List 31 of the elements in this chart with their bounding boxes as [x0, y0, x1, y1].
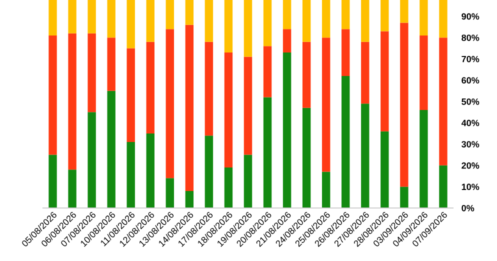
bar — [302, 108, 311, 208]
y-tick-label: 80% — [462, 34, 480, 41]
bar — [166, 178, 174, 208]
bar — [224, 168, 233, 208]
bar — [48, 154, 57, 208]
bar — [380, 131, 389, 208]
y-tick-label: 40% — [461, 120, 480, 126]
y-tick-label: 70% — [462, 56, 480, 62]
bar — [126, 142, 135, 208]
bar — [282, 52, 292, 208]
y-tick-label: 60% — [462, 77, 480, 84]
y-tick-label: 30% — [462, 141, 480, 148]
y-tick-label: 10% — [462, 184, 480, 190]
bar — [68, 170, 76, 208]
y-tick-label: 20% — [462, 162, 480, 169]
bar — [107, 90, 116, 208]
bar — [342, 76, 350, 208]
y-tick-label: 0% — [462, 204, 474, 212]
y-tick-label: 50% — [462, 98, 480, 105]
bar — [88, 112, 96, 208]
bar — [244, 154, 252, 208]
bar — [146, 133, 154, 208]
bar — [439, 165, 448, 208]
bar — [420, 110, 428, 208]
bar — [204, 136, 214, 208]
bar — [361, 104, 370, 208]
y-tick-label: 90% — [462, 13, 480, 20]
bar — [263, 97, 272, 208]
bar — [400, 186, 408, 208]
bar — [322, 172, 330, 208]
bar — [185, 190, 194, 208]
